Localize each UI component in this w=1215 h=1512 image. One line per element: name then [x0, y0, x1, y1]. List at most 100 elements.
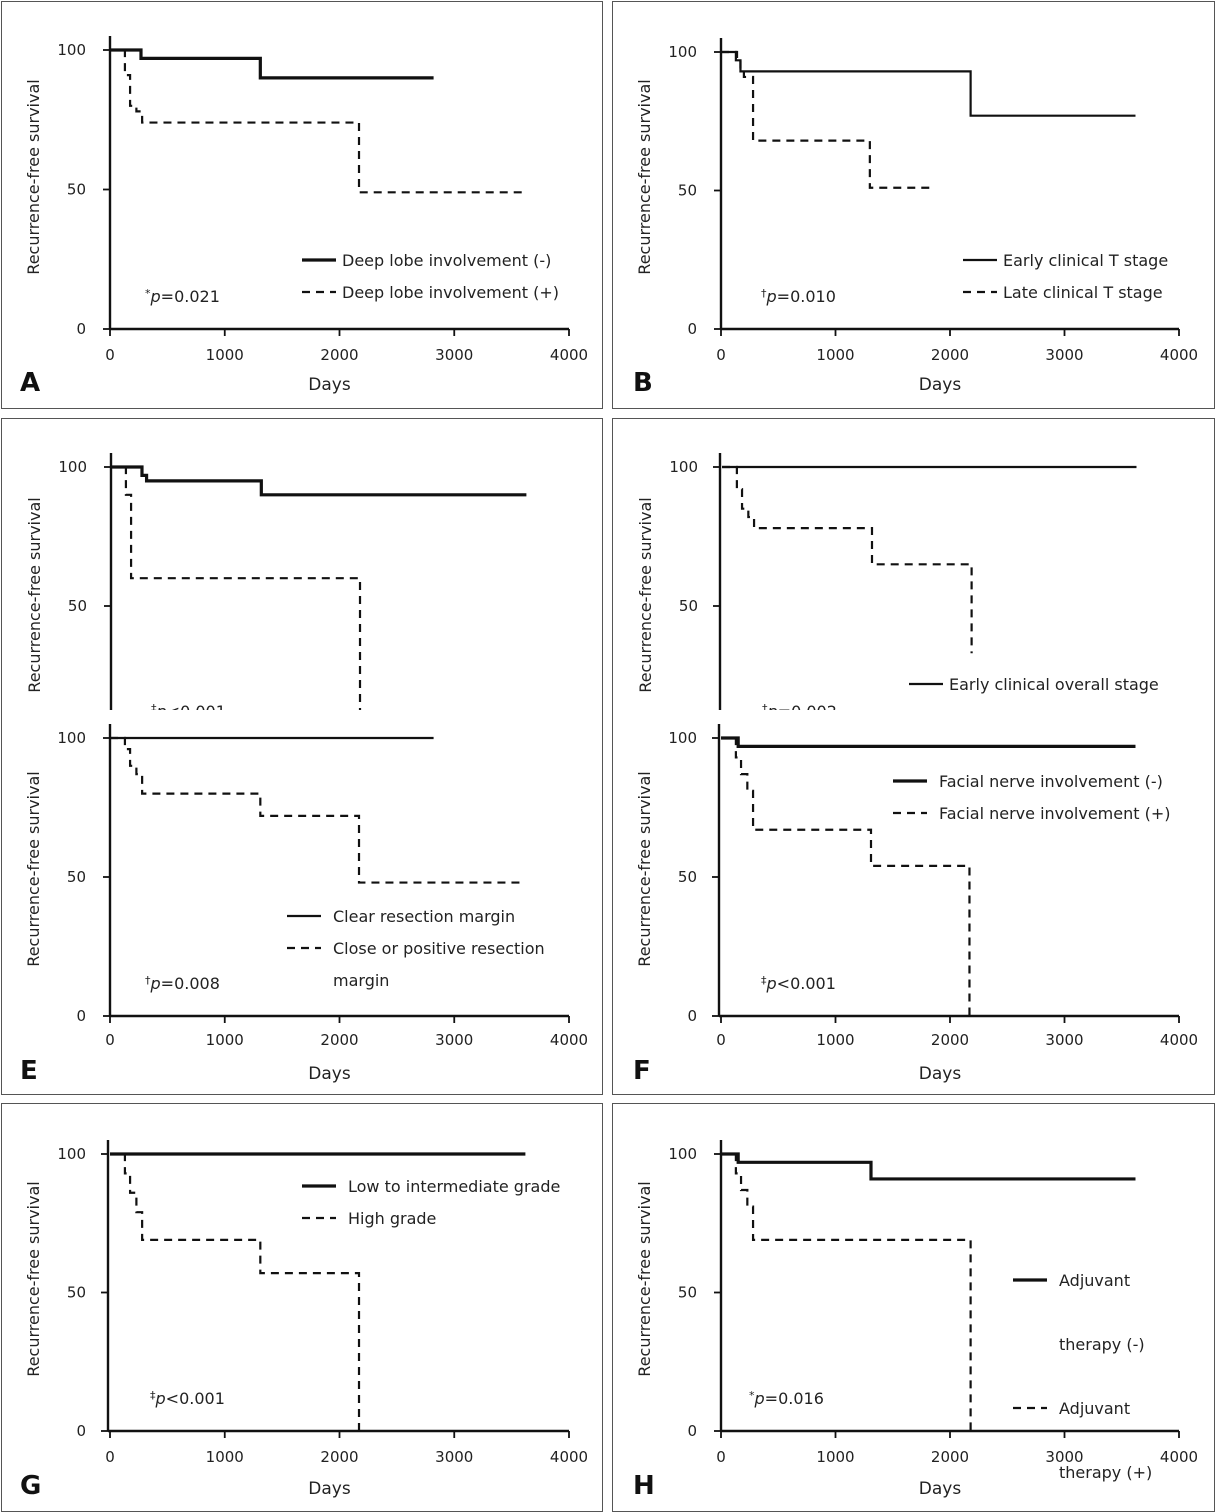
y-tick-label: 50	[67, 868, 86, 886]
legend-label-1: Low to intermediate grade	[348, 1177, 560, 1196]
series-2-line	[721, 736, 971, 1016]
y-tick-label: 100	[668, 729, 697, 747]
series-2-line	[110, 48, 526, 194]
p-value-label: †p=0.002	[762, 702, 837, 710]
y-tick-label: 100	[57, 729, 86, 747]
x-tick-label: 0	[716, 1448, 726, 1466]
x-tick-label: 2000	[931, 1031, 969, 1049]
y-tick-label: 50	[68, 597, 87, 615]
y-tick-label: 100	[668, 1145, 697, 1163]
x-tick-label: 4000	[1160, 1448, 1198, 1466]
x-tick-label: 4000	[550, 346, 588, 364]
panel-e: 0 1000 2000 3000 4000 0 50 100 Days Recurrence-fr…	[1, 418, 603, 1095]
p-value-label: ‡p<0.001	[150, 1389, 225, 1408]
series-2-line	[721, 50, 931, 189]
y-tick-label: 50	[67, 181, 86, 199]
panel-b-svg: 0 1000 2000 3000 4000 0 50 100 Days Recurrence-fr…	[633, 38, 1198, 398]
x-tick-label: 2000	[320, 1031, 358, 1049]
legend-label-1: Deep lobe involvement (-)	[342, 251, 551, 270]
legend-label-2: therapy (+)	[1059, 1463, 1152, 1482]
panel-g-svg: 0 1000 2000 3000 4000 0 50 100 Days Recurrence-fr…	[20, 1140, 588, 1501]
x-axis-label: Days	[919, 375, 962, 395]
x-axis-label: Days	[308, 1479, 351, 1499]
p-value-label: †p=0.010	[761, 287, 836, 306]
x-tick-label: 0	[716, 346, 726, 364]
x-tick-label: 3000	[1045, 346, 1083, 364]
x-tick-label: 0	[716, 1031, 726, 1049]
series-1-line	[110, 48, 434, 80]
panel-letter: F	[633, 1056, 651, 1086]
panel-f: 0 1000 2000 3000 4000 0 50 100 Days Recurrence-fr…	[612, 418, 1215, 1095]
legend-label-1: Early clinical T stage	[1003, 251, 1168, 270]
y-tick-label: 0	[76, 320, 86, 338]
x-tick-label: 0	[105, 1448, 115, 1466]
y-tick-label: 50	[678, 182, 697, 200]
x-tick-label: 0	[105, 1031, 115, 1049]
x-tick-label: 1000	[206, 346, 244, 364]
x-tick-label: 3000	[435, 346, 473, 364]
x-tick-label: 4000	[1160, 346, 1198, 364]
x-tick-label: 3000	[435, 1031, 473, 1049]
panel-c-svg: 01000200030004000050100DaysRecurrence-fr…	[25, 453, 527, 710]
legend-label-2: Close or positive resection	[333, 939, 545, 958]
y-tick-label: 50	[678, 868, 697, 886]
legend-label-1: Clear resection margin	[333, 907, 515, 926]
x-tick-label: 1000	[816, 1448, 854, 1466]
series-2-line	[110, 736, 526, 884]
panel-letter: B	[633, 368, 653, 398]
x-tick-label: 3000	[1045, 1031, 1083, 1049]
panel-h-svg: 0 1000 2000 3000 4000 0 50 100 Days Recurrence-fr…	[633, 1140, 1198, 1501]
x-tick-label: 0	[105, 346, 115, 364]
series-2-line	[722, 465, 973, 654]
p-value-label: *p=0.016	[749, 1389, 824, 1408]
legend-label-2: Facial nerve involvement (+)	[939, 804, 1171, 823]
y-axis-label: Recurrence-free survival	[635, 771, 654, 966]
y-axis-label: Recurrence-free survival	[24, 1181, 43, 1376]
panel-f-svg: 0 1000 2000 3000 4000 0 50 100 Days Recurrence-fr…	[633, 724, 1198, 1086]
x-tick-label: 3000	[435, 1448, 473, 1466]
legend-label-1: Early clinical overall stage	[949, 675, 1159, 694]
panel-e-svg: 0 1000 2000 3000 4000 0 50 100 Days Recurrence-fr…	[20, 724, 588, 1086]
y-tick-label: 0	[687, 1422, 697, 1440]
panel-letter: A	[20, 368, 40, 398]
x-tick-label: 4000	[550, 1448, 588, 1466]
y-tick-label: 50	[67, 1284, 86, 1302]
y-axis-label: Recurrence-free survival	[25, 497, 44, 692]
x-tick-label: 3000	[1045, 1448, 1083, 1466]
x-tick-label: 2000	[931, 346, 969, 364]
panel-d-overlay: 0 1000 2000 3000 4000 0 50 100 Days Recurrence-fr…	[614, 420, 1213, 710]
series-2-line	[110, 1152, 361, 1431]
x-tick-label: 2000	[320, 346, 358, 364]
panel-c-overlay: 01000200030004000050100DaysRecurrence-fr…	[3, 420, 601, 710]
y-axis-label: Recurrence-free survival	[24, 771, 43, 966]
y-tick-label: 100	[58, 458, 87, 476]
p-value-label: †p=0.008	[145, 974, 220, 993]
y-axis-label: Recurrence-free survival	[635, 1181, 654, 1376]
x-axis-label: Days	[919, 1479, 962, 1499]
series-2-line	[721, 1152, 972, 1431]
p-value-label: ‡p<0.001	[151, 702, 226, 710]
y-tick-label: 100	[57, 41, 86, 59]
series-1-line	[721, 736, 1136, 748]
panel-letter: E	[20, 1056, 38, 1086]
y-tick-label: 100	[57, 1145, 86, 1163]
x-axis-label: Days	[919, 1064, 962, 1084]
panel-b: 0 1000 2000 3000 4000 0 50 100 Days Recurrence-fr…	[612, 1, 1215, 409]
legend-label-1: Adjuvant	[1059, 1271, 1130, 1290]
legend-label-2: Late clinical overall stage	[949, 707, 1153, 710]
x-tick-label: 2000	[931, 1448, 969, 1466]
series-1-line	[721, 1152, 1136, 1181]
y-tick-label: 50	[678, 1284, 697, 1302]
panel-h: 0 1000 2000 3000 4000 0 50 100 Days Recurrence-fr…	[612, 1103, 1215, 1512]
y-tick-label: 0	[76, 1007, 86, 1025]
x-tick-label: 1000	[206, 1031, 244, 1049]
panel-letter: G	[20, 1471, 41, 1501]
series-2-line	[111, 465, 362, 710]
y-tick-label: 0	[687, 1007, 697, 1025]
x-tick-label: 1000	[206, 1448, 244, 1466]
series-1-line	[111, 465, 527, 497]
panel-d-svg: 0 1000 2000 3000 4000050100DaysRecurrence-fr…	[636, 453, 1159, 710]
y-tick-label: 100	[668, 43, 697, 61]
p-value-label: ‡p<0.001	[761, 974, 836, 993]
x-axis-label: Days	[308, 375, 351, 395]
